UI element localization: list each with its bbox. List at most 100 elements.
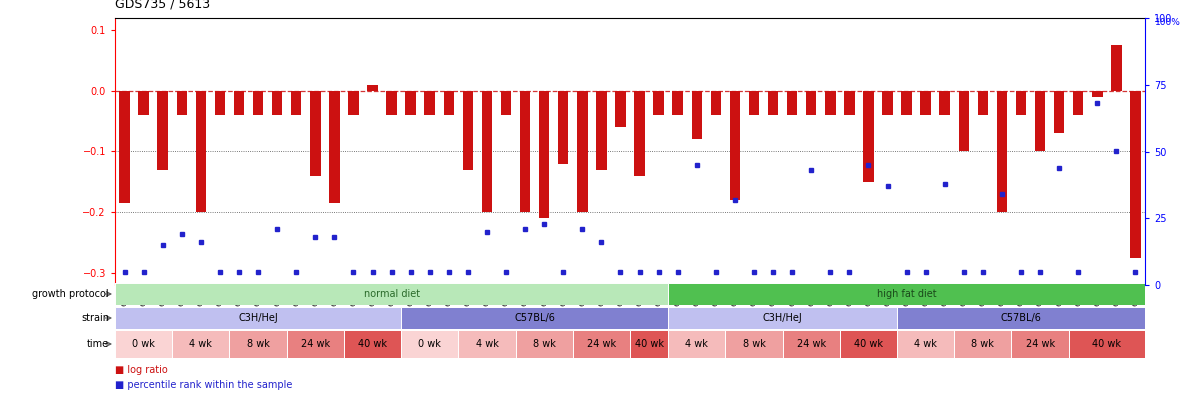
Bar	[272, 91, 282, 115]
Bar	[897, 307, 1146, 329]
Bar	[115, 307, 401, 329]
Text: 8 wk: 8 wk	[533, 339, 555, 349]
Text: 0 wk: 0 wk	[132, 339, 156, 349]
Bar	[458, 330, 516, 358]
Bar	[692, 91, 701, 139]
Bar	[1111, 45, 1122, 91]
Bar	[940, 91, 950, 115]
Text: GDS735 / 5613: GDS735 / 5613	[115, 0, 211, 10]
Bar	[425, 91, 435, 115]
Text: growth protocol: growth protocol	[32, 289, 109, 299]
Bar	[959, 91, 970, 151]
Bar	[230, 330, 286, 358]
Text: ■ log ratio: ■ log ratio	[115, 365, 168, 375]
Text: 100%: 100%	[1155, 18, 1181, 27]
Bar	[500, 91, 511, 115]
Text: 40 wk: 40 wk	[1093, 339, 1122, 349]
Text: 4 wk: 4 wk	[189, 339, 212, 349]
Text: C3H/HeJ: C3H/HeJ	[762, 313, 802, 323]
Text: C3H/HeJ: C3H/HeJ	[238, 313, 278, 323]
Bar	[344, 330, 401, 358]
Bar	[387, 91, 397, 115]
Bar	[481, 91, 492, 212]
Bar	[840, 330, 897, 358]
Bar	[573, 330, 630, 358]
Bar	[634, 91, 645, 176]
Text: 4 wk: 4 wk	[915, 339, 937, 349]
Bar	[310, 91, 321, 176]
Bar	[596, 91, 607, 170]
Bar	[1016, 91, 1026, 115]
Bar	[711, 91, 721, 115]
Bar	[882, 91, 893, 115]
Bar	[139, 91, 148, 115]
Bar	[1092, 91, 1102, 97]
Bar	[577, 91, 588, 212]
Bar	[654, 91, 664, 115]
Bar	[367, 85, 378, 91]
Text: high fat diet: high fat diet	[876, 289, 936, 299]
Bar	[844, 91, 855, 115]
Text: C57BL/6: C57BL/6	[1001, 313, 1041, 323]
Bar	[786, 91, 797, 115]
Bar	[158, 91, 168, 170]
Bar	[214, 91, 225, 115]
Text: 4 wk: 4 wk	[475, 339, 498, 349]
Text: 8 wk: 8 wk	[247, 339, 269, 349]
Bar	[725, 330, 783, 358]
Bar	[901, 91, 912, 115]
Text: 24 wk: 24 wk	[587, 339, 616, 349]
Bar	[1011, 330, 1069, 358]
Bar	[668, 330, 725, 358]
Bar	[630, 330, 668, 358]
Bar	[120, 91, 129, 203]
Bar	[1130, 91, 1141, 258]
Bar	[286, 330, 344, 358]
Bar	[863, 91, 874, 182]
Text: time: time	[87, 339, 109, 349]
Bar	[749, 91, 759, 115]
Bar	[444, 91, 454, 115]
Text: 8 wk: 8 wk	[742, 339, 765, 349]
Bar	[767, 91, 778, 115]
Bar	[673, 91, 683, 115]
Text: 24 wk: 24 wk	[1026, 339, 1055, 349]
Bar	[115, 283, 668, 305]
Text: 8 wk: 8 wk	[972, 339, 995, 349]
Bar	[783, 330, 840, 358]
Bar	[806, 91, 816, 115]
Bar	[519, 91, 530, 212]
Bar	[348, 91, 359, 115]
Bar	[115, 330, 172, 358]
Bar	[1073, 91, 1083, 115]
Bar	[253, 91, 263, 115]
Text: 40 wk: 40 wk	[853, 339, 883, 349]
Bar	[195, 91, 206, 212]
Bar	[897, 330, 954, 358]
Text: 4 wk: 4 wk	[686, 339, 709, 349]
Bar	[516, 330, 573, 358]
Bar	[462, 91, 473, 170]
Text: normal diet: normal diet	[364, 289, 420, 299]
Bar	[539, 91, 549, 218]
Text: 24 wk: 24 wk	[797, 339, 826, 349]
Bar	[825, 91, 836, 115]
Bar	[1035, 91, 1045, 151]
Bar	[997, 91, 1007, 212]
Bar	[668, 307, 897, 329]
Text: ■ percentile rank within the sample: ■ percentile rank within the sample	[115, 380, 292, 390]
Text: 24 wk: 24 wk	[300, 339, 330, 349]
Bar	[615, 91, 626, 127]
Text: 40 wk: 40 wk	[634, 339, 663, 349]
Bar	[291, 91, 302, 115]
Bar	[176, 91, 187, 115]
Bar	[920, 91, 931, 115]
Bar	[1069, 330, 1146, 358]
Bar	[558, 91, 569, 164]
Bar	[401, 307, 668, 329]
Bar	[172, 330, 230, 358]
Bar	[954, 330, 1011, 358]
Bar	[406, 91, 415, 115]
Bar	[978, 91, 988, 115]
Bar	[1053, 91, 1064, 133]
